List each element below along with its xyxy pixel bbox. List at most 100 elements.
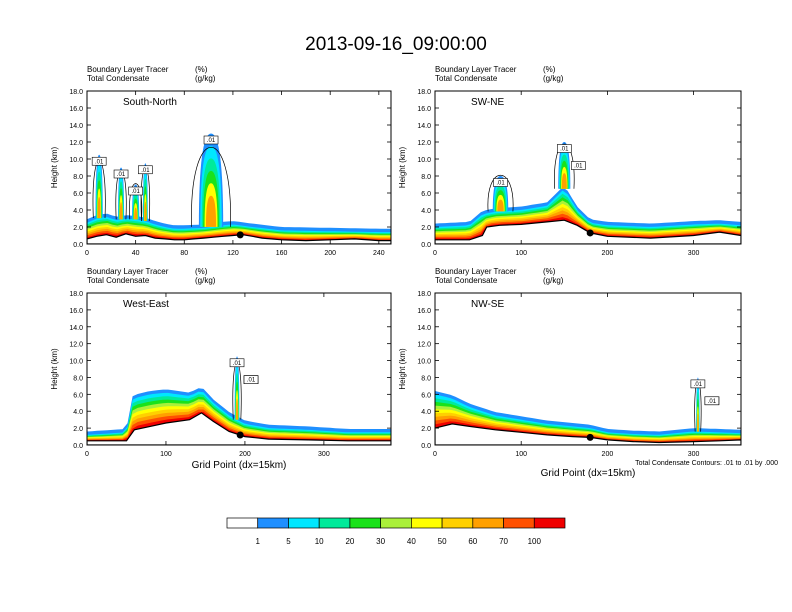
contour-label: .01 bbox=[207, 138, 216, 144]
colorbar-label: 10 bbox=[315, 537, 324, 546]
contour-label-box bbox=[91, 156, 107, 166]
x-tick-label: 200 bbox=[602, 451, 614, 458]
contour-label: .01 bbox=[560, 147, 569, 153]
colorbar-label: 70 bbox=[499, 537, 508, 546]
contour-label-box bbox=[556, 144, 572, 153]
y-tick-label: 6.0 bbox=[73, 191, 83, 198]
plume-2-layer-5 bbox=[134, 207, 138, 220]
y-tick-label: 2.0 bbox=[421, 426, 431, 433]
condensate-contour-4 bbox=[191, 147, 231, 227]
y-tick-label: 10.0 bbox=[69, 157, 83, 164]
plume-0-layer-5 bbox=[561, 173, 567, 189]
colorbar-cell bbox=[411, 517, 443, 529]
x-tick-label: 0 bbox=[433, 451, 437, 458]
x-tick-label: 0 bbox=[85, 451, 89, 458]
panel-header-tracer: Boundary Layer Tracer bbox=[87, 267, 169, 276]
y-tick-label: 12.0 bbox=[417, 140, 431, 147]
panel-frame bbox=[434, 292, 742, 446]
condensate-contour-1 bbox=[487, 174, 514, 212]
contour-label: .01 bbox=[708, 399, 717, 405]
colorbar-cell bbox=[533, 517, 566, 529]
y-tick-label: 16.0 bbox=[417, 308, 431, 315]
panel-header-condensate-units: (g/kg) bbox=[543, 74, 564, 83]
x-tick-label: 100 bbox=[515, 250, 527, 257]
y-tick-label: 14.0 bbox=[69, 123, 83, 130]
panel-header-tracer: Boundary Layer Tracer bbox=[435, 267, 517, 276]
plume-1-layer-5 bbox=[497, 199, 504, 212]
plume-0-layer-5 bbox=[236, 398, 239, 420]
y-tick-label: 2.0 bbox=[421, 225, 431, 232]
contour-label-box bbox=[203, 135, 219, 145]
panel-header-condensate: Total Condensate bbox=[435, 276, 498, 285]
contour-label-box bbox=[493, 178, 508, 187]
contour-label-box bbox=[704, 396, 720, 406]
x-tick-label: 100 bbox=[160, 451, 172, 458]
panel-header-condensate-units: (g/kg) bbox=[543, 276, 564, 285]
panel-header-condensate: Total Condensate bbox=[435, 74, 498, 83]
figure-title: 2013-09-16_09:00:00 bbox=[305, 34, 487, 55]
y-axis-label: Height (km) bbox=[398, 146, 407, 188]
location-marker bbox=[236, 231, 244, 239]
x-tick-label: 0 bbox=[433, 250, 437, 257]
y-tick-label: 10.0 bbox=[69, 359, 83, 366]
panel-name: South-North bbox=[123, 97, 177, 108]
y-tick-label: 4.0 bbox=[421, 208, 431, 215]
y-tick-label: 18.0 bbox=[417, 89, 431, 96]
panel-header-condensate-units: (g/kg) bbox=[195, 74, 216, 83]
colorbar-cell bbox=[257, 517, 289, 529]
plume-0-layer-5 bbox=[697, 413, 699, 432]
y-tick-label: 2.0 bbox=[73, 426, 83, 433]
panel-header-tracer-units: (%) bbox=[543, 65, 556, 74]
y-tick-label: 2.0 bbox=[73, 225, 83, 232]
contour-label: .01 bbox=[131, 189, 140, 195]
contour-label: .01 bbox=[574, 164, 583, 170]
contour-label-box bbox=[128, 186, 143, 196]
y-tick-label: 16.0 bbox=[69, 308, 83, 315]
location-marker bbox=[586, 229, 594, 237]
colorbar-cell bbox=[226, 517, 259, 529]
x-tick-label: 0 bbox=[85, 250, 89, 257]
colorbar: 1 5 10 20 30 40 50 60 70 100 bbox=[226, 517, 566, 546]
panel-frame bbox=[86, 292, 392, 446]
contour-label: .01 bbox=[117, 172, 126, 178]
x-tick-label: 100 bbox=[515, 451, 527, 458]
y-tick-label: 18.0 bbox=[69, 89, 83, 96]
y-tick-label: 0.0 bbox=[421, 242, 431, 249]
y-tick-label: 16.0 bbox=[417, 106, 431, 113]
panel-header-condensate: Total Condensate bbox=[87, 74, 150, 83]
y-tick-label: 0.0 bbox=[73, 443, 83, 450]
contour-label: .01 bbox=[247, 378, 256, 384]
y-tick-label: 12.0 bbox=[69, 342, 83, 349]
plume-1-layer-5 bbox=[119, 202, 123, 220]
contour-label-box bbox=[570, 161, 586, 170]
y-tick-label: 16.0 bbox=[69, 106, 83, 113]
panel-frame bbox=[86, 90, 392, 245]
contour-label-box bbox=[113, 169, 129, 179]
contour-label: .01 bbox=[95, 159, 104, 165]
colorbar-label: 1 bbox=[256, 537, 261, 546]
colorbar-cell bbox=[441, 517, 474, 529]
x-tick-label: 160 bbox=[276, 250, 288, 257]
y-tick-label: 8.0 bbox=[73, 375, 83, 382]
contour-label-box bbox=[138, 165, 153, 175]
colorbar-label: 100 bbox=[528, 537, 542, 546]
y-tick-label: 14.0 bbox=[69, 325, 83, 332]
panel-name: NW-SE bbox=[471, 299, 504, 310]
colorbar-label: 20 bbox=[345, 537, 354, 546]
y-tick-label: 10.0 bbox=[417, 157, 431, 164]
y-tick-label: 6.0 bbox=[421, 392, 431, 399]
panel-header-tracer: Boundary Layer Tracer bbox=[435, 65, 517, 74]
contour-label-box bbox=[229, 358, 245, 368]
terrain-profile bbox=[87, 233, 391, 244]
contour-label: .01 bbox=[694, 382, 703, 388]
x-tick-label: 300 bbox=[688, 451, 700, 458]
contour-note: Total Condensate Contours: .01 to .01 by… bbox=[635, 460, 778, 467]
contour-label: .01 bbox=[141, 168, 150, 174]
panel-header-tracer-units: (%) bbox=[195, 267, 208, 276]
panel-name: West-East bbox=[123, 299, 169, 310]
x-tick-label: 300 bbox=[688, 250, 700, 257]
